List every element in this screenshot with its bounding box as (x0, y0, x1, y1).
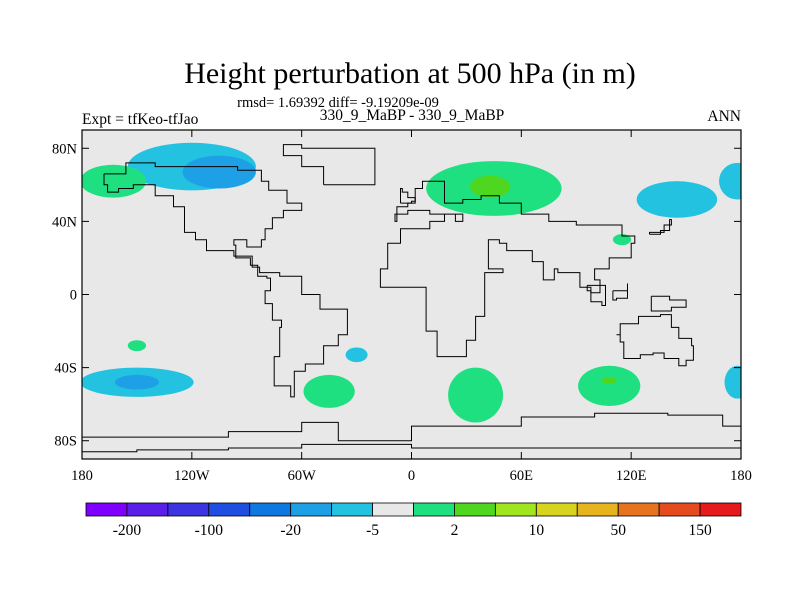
chart-subtitle: rmsd= 1.69392 diff= -9.19209e-09 (237, 95, 439, 111)
colorbar-swatch (208, 502, 251, 517)
coastline (650, 295, 687, 312)
coastline (379, 180, 636, 358)
anomaly-region (114, 374, 159, 390)
coastline (103, 162, 348, 398)
x-tick-label: 120W (174, 468, 210, 484)
coastline (82, 443, 741, 453)
center-label: 330_9_MaBP - 330_9_MaBP (320, 107, 505, 124)
colorbar-swatch (126, 502, 169, 517)
colorbar-swatch (413, 502, 455, 517)
left-label: Expt = tfKeo-tfJao (82, 111, 199, 128)
coastline (400, 188, 416, 204)
x-tick-label: 180 (71, 468, 93, 484)
anomaly-region (182, 155, 256, 189)
coastline (612, 283, 628, 301)
y-tick-label: 40S (54, 361, 77, 377)
colorbar-label: 2 (451, 522, 459, 539)
colorbar-swatch (372, 502, 414, 517)
anomaly-region (612, 234, 632, 246)
anomaly-layer (82, 142, 741, 423)
colorbar: -200 -100 -20 -5 2 10 50 150 (85, 502, 742, 539)
colorbar-swatch (85, 502, 128, 517)
anomaly-region (636, 181, 718, 218)
anomaly-region (82, 164, 147, 198)
right-label: ANN (707, 108, 741, 125)
colorbar-swatch (617, 502, 660, 517)
colorbar-swatch (576, 502, 619, 517)
colorbar-label: 50 (610, 522, 626, 539)
colorbar-swatch (331, 502, 373, 517)
chart-title: Height perturbation at 500 hPa (in m) (184, 57, 636, 90)
y-tick-label: 40N (52, 214, 78, 230)
colorbar-label: -20 (280, 522, 301, 539)
anomaly-region (127, 340, 147, 352)
anomaly-region (345, 347, 368, 363)
anomaly-region (303, 374, 355, 408)
anomaly-region (470, 175, 511, 198)
colorbar-swatch (290, 502, 333, 517)
colorbar-swatch (167, 502, 210, 517)
y-tick-label: 80N (52, 141, 78, 157)
anomaly-region (578, 365, 641, 406)
x-tick-label: 120E (616, 468, 647, 484)
coastline (82, 412, 741, 442)
colorbar-label: 150 (688, 522, 712, 539)
anomaly-region (719, 162, 741, 200)
colorbar-label: -200 (113, 522, 142, 539)
coastline-layer (82, 144, 741, 453)
anomaly-region (724, 365, 741, 399)
colorbar-swatch (535, 502, 578, 517)
y-axis: 80N 40N 0 40S 80S (52, 141, 741, 450)
x-tick-label: 60E (510, 468, 534, 484)
colorbar-swatch (658, 502, 701, 517)
colorbar-swatch (494, 502, 537, 517)
colorbar-label: -100 (195, 522, 224, 539)
colorbar-swatch (454, 502, 496, 517)
x-tick-label: 60W (288, 468, 317, 484)
colorbar-label: -5 (366, 522, 379, 539)
coastline (649, 219, 672, 235)
x-tick-label: 0 (408, 468, 415, 484)
colorbar-swatch (699, 502, 742, 517)
coastline (616, 314, 694, 367)
coastline (586, 284, 606, 306)
x-axis: 180 120W 60W 0 60E 120E 180 (71, 130, 752, 484)
x-tick-label: 180 (730, 468, 752, 484)
y-tick-label: 0 (70, 288, 77, 304)
anomaly-region (601, 376, 617, 385)
anomaly-region (448, 367, 504, 423)
y-tick-label: 80S (54, 434, 77, 450)
colorbar-label: 10 (529, 522, 545, 539)
colorbar-swatch (249, 502, 292, 517)
coastline (282, 144, 376, 186)
